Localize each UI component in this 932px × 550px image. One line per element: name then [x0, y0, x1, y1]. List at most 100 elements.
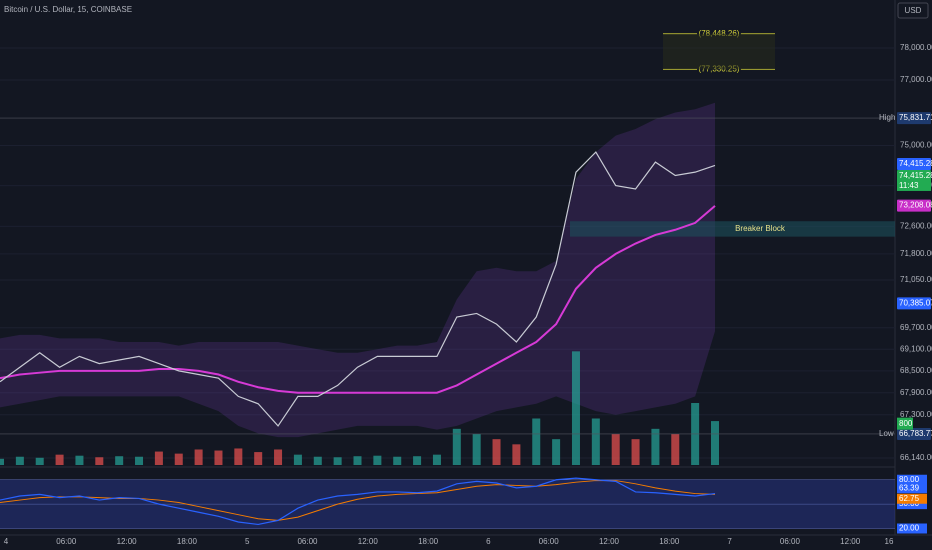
level-value: 70,385.07: [899, 298, 932, 307]
rsi-tag-label: 63.39: [899, 483, 920, 492]
volume-bar: [631, 439, 640, 465]
breaker-block: [570, 221, 895, 237]
volume-bar: [611, 434, 620, 465]
y-tick-label: 72,600.00: [900, 221, 932, 230]
volume-bar: [432, 454, 441, 465]
volume-bar: [135, 456, 144, 465]
rsi-ma: [0, 480, 716, 521]
y-tick-label: 77,000.00: [900, 75, 932, 84]
target-zone: [663, 33, 775, 70]
volume-bar: [115, 456, 124, 465]
ma-value: 73,208.08: [899, 201, 932, 210]
ma-tag: [897, 199, 931, 212]
time-label: 12:00: [599, 537, 620, 546]
rsi-tag: [897, 493, 927, 504]
volume-bar: [452, 428, 461, 465]
y-tick-label: 71,800.00: [900, 249, 932, 258]
y-tick-label: 66,140.00: [900, 453, 932, 462]
volume-bar: [373, 455, 382, 465]
volume-bar: [254, 452, 263, 465]
rsi-line: [0, 477, 716, 526]
time-label: 06:00: [780, 537, 801, 546]
volume-bar: [353, 456, 362, 465]
volume-bar: [234, 448, 243, 465]
volume-bar: [492, 439, 501, 465]
high-label: High: [879, 113, 895, 122]
volume-bar: [571, 351, 580, 465]
volume-bar: [35, 457, 44, 465]
last-close-value: 74,415.28: [899, 171, 932, 180]
time-label: 7: [727, 537, 732, 546]
volume-bar: [174, 453, 183, 465]
volume-bar: [512, 444, 521, 465]
rsi-tick-bg: [897, 523, 927, 534]
y-tick-label: 71,050.00: [900, 275, 932, 284]
chart-title: Bitcoin / U.S. Dollar, 15, COINBASE: [4, 5, 132, 14]
volume-bar: [75, 455, 84, 465]
y-tick-label: 67,900.00: [900, 388, 932, 397]
currency-button[interactable]: [897, 2, 929, 19]
rsi-tag-label: 62.75: [899, 494, 920, 503]
time-label: 06:00: [297, 537, 318, 546]
time-label: 18:00: [659, 537, 680, 546]
countdown: 11:43: [899, 181, 919, 190]
volume-bar: [472, 434, 481, 465]
last-tag: [897, 157, 931, 170]
last-value: 74,415.28: [899, 159, 932, 168]
moving-average: [0, 205, 716, 394]
time-label: 06:00: [56, 537, 77, 546]
volume-bar: [552, 439, 561, 465]
y-tick-label: 75,000.00: [900, 141, 932, 150]
volume-bar: [274, 449, 283, 465]
volume-bar: [393, 456, 402, 465]
price-line: [0, 151, 716, 427]
rsi-tick-bg: [897, 499, 927, 510]
time-label: 6: [486, 537, 491, 546]
breaker-label: Breaker Block: [735, 224, 786, 233]
high-value: 75,831.71: [899, 113, 932, 122]
volume-bar: [313, 456, 322, 465]
time-label: 4: [4, 537, 9, 546]
rsi-tick-label: 20.00: [899, 524, 920, 533]
time-label: 18:00: [177, 537, 198, 546]
time-label: 18:00: [418, 537, 439, 546]
volume-bar: [0, 458, 4, 465]
volume-bar: [95, 457, 104, 465]
band-area: [0, 102, 715, 438]
y-tick-label: 69,100.00: [900, 344, 932, 353]
volume-bar: [671, 434, 680, 465]
time-label: 12:00: [117, 537, 138, 546]
last-close-tag: [897, 169, 931, 182]
volume-bar: [15, 456, 24, 465]
rsi-tag: [897, 483, 927, 494]
volume-bar: [413, 456, 422, 465]
currency[interactable]: USD: [905, 6, 922, 15]
y-tick-label: 78,000.00: [900, 43, 932, 52]
volume-bar: [651, 428, 660, 465]
y-tick-label: 67,300.00: [900, 410, 932, 419]
volume-bar: [532, 418, 541, 465]
countdown-bg: [897, 180, 931, 191]
y-tick-label: 68,500.00: [900, 366, 932, 375]
volume-bar: [194, 449, 203, 465]
time-label: 06:00: [539, 537, 560, 546]
volume-bar: [711, 421, 719, 465]
volume-tag-label: 800: [899, 419, 913, 428]
high-tag: [897, 112, 931, 125]
volume-bar: [591, 418, 600, 465]
volume-bar: [154, 451, 163, 465]
time-label: 12:00: [840, 537, 861, 546]
volume-bar: [333, 457, 342, 465]
time-label: 5: [245, 537, 250, 546]
level-tag: [897, 297, 931, 310]
low-label: Low: [879, 429, 894, 438]
low-value: 66,783.77: [899, 429, 932, 438]
y-tick-label: 69,700.00: [900, 323, 932, 332]
low-tag: [897, 427, 931, 440]
volume-bar: [55, 454, 64, 465]
volume-bar: [293, 454, 302, 465]
volume-tag: [897, 417, 913, 430]
time-label: 12:00: [358, 537, 379, 546]
volume-bar: [214, 450, 223, 465]
